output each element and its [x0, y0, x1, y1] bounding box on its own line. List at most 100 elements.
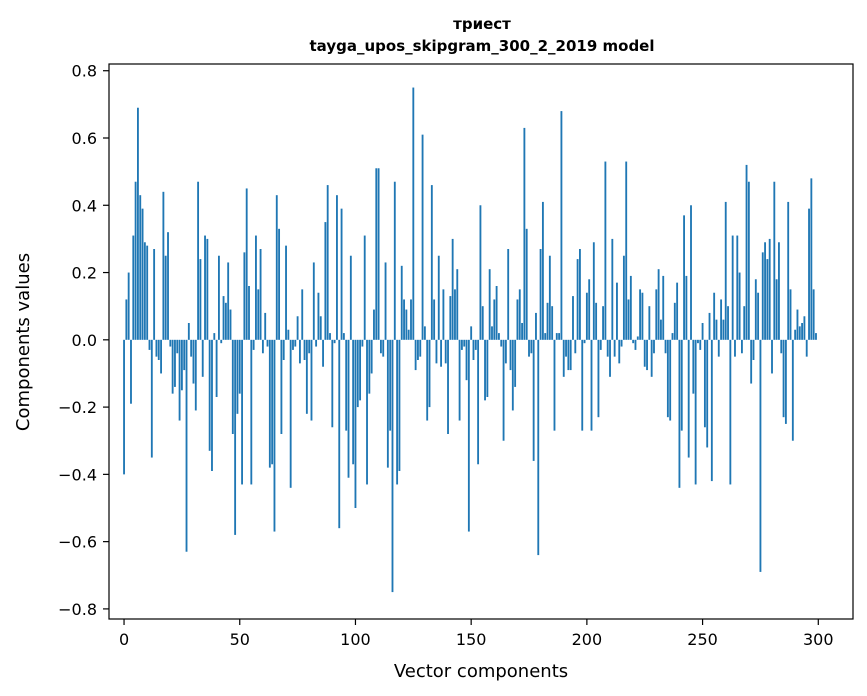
bar-23 — [176, 339, 179, 354]
bar-211 — [611, 238, 614, 340]
bar-181 — [541, 201, 544, 340]
bar-13 — [153, 249, 156, 340]
bar-129 — [421, 134, 424, 340]
bar-127 — [417, 339, 419, 360]
bar-66 — [275, 195, 278, 340]
bar-270 — [747, 181, 750, 340]
bar-258 — [720, 299, 723, 340]
bar-94 — [340, 208, 343, 340]
y-tick-label: 0.8 — [72, 62, 97, 81]
bar-110 — [377, 168, 380, 340]
bar-15 — [157, 339, 160, 360]
bar-143 — [454, 289, 456, 340]
bar-238 — [673, 302, 676, 340]
bar-118 — [396, 339, 399, 485]
bar-274 — [757, 292, 760, 340]
chart-title: триест — [453, 15, 511, 33]
x-tick-label: 300 — [803, 630, 834, 649]
bar-65 — [273, 339, 276, 532]
bar-261 — [727, 306, 729, 340]
bar-11 — [148, 339, 151, 350]
bar-157 — [486, 339, 489, 397]
bar-214 — [618, 339, 621, 364]
bar-163 — [500, 339, 503, 347]
x-tick-label: 250 — [687, 630, 718, 649]
bar-281 — [773, 181, 776, 340]
bar-46 — [229, 309, 232, 340]
bar-227 — [648, 306, 651, 340]
bar-275 — [759, 339, 762, 572]
bar-2 — [127, 272, 130, 340]
bar-10 — [146, 245, 149, 340]
bar-176 — [530, 339, 533, 354]
bar-255 — [713, 292, 716, 340]
bar-88 — [326, 185, 329, 340]
bar-178 — [535, 312, 537, 340]
bar-93 — [338, 339, 341, 529]
bar-233 — [662, 275, 665, 340]
bar-133 — [430, 185, 433, 340]
bar-101 — [356, 339, 359, 408]
bar-169 — [514, 339, 517, 387]
bar-132 — [428, 339, 431, 408]
bar-99 — [352, 339, 355, 465]
bar-49 — [236, 339, 239, 414]
bar-16 — [160, 339, 162, 374]
bar-89 — [329, 333, 331, 340]
bar-90 — [331, 339, 334, 428]
bar-263 — [731, 235, 734, 340]
bar-213 — [616, 282, 618, 340]
bar-106 — [368, 339, 371, 394]
bar-139 — [444, 339, 447, 364]
bar-172 — [521, 323, 523, 340]
bar-240 — [678, 339, 681, 488]
bar-76 — [298, 339, 301, 364]
bar-19 — [167, 232, 169, 340]
bar-207 — [602, 306, 604, 340]
bar-283 — [778, 242, 780, 340]
y-tick-label: −0.8 — [58, 600, 97, 619]
bar-204 — [595, 302, 598, 340]
bar-82 — [312, 262, 315, 340]
bar-114 — [386, 339, 389, 468]
bar-98 — [349, 255, 352, 340]
x-tick-label: 50 — [230, 630, 250, 649]
bar-285 — [782, 339, 785, 418]
bar-113 — [384, 262, 387, 340]
bar-289 — [791, 339, 794, 441]
bar-87 — [324, 222, 327, 340]
bar-149 — [467, 339, 470, 532]
bar-150 — [470, 326, 473, 340]
bar-147 — [463, 339, 466, 347]
bar-272 — [752, 339, 755, 360]
bar-217 — [625, 161, 628, 340]
bar-128 — [419, 339, 422, 357]
bar-195 — [574, 339, 577, 354]
bar-35 — [204, 235, 206, 340]
bar-77 — [301, 289, 304, 340]
bar-224 — [641, 292, 644, 340]
bar-231 — [657, 269, 660, 340]
bar-130 — [423, 326, 426, 340]
bar-33 — [199, 259, 202, 340]
bar-3 — [130, 339, 132, 404]
bar-208 — [604, 161, 607, 340]
bar-67 — [278, 228, 281, 340]
bar-75 — [296, 316, 299, 340]
bar-43 — [222, 296, 225, 340]
bar-70 — [285, 245, 287, 340]
bar-14 — [155, 339, 158, 357]
bar-21 — [171, 339, 174, 394]
bar-30 — [192, 339, 195, 384]
y-tick-label: 0.2 — [72, 264, 97, 283]
bar-105 — [366, 339, 368, 485]
bar-226 — [646, 339, 648, 371]
bar-198 — [581, 339, 584, 431]
bar-74 — [294, 339, 297, 347]
bar-245 — [690, 205, 692, 340]
bar-71 — [287, 329, 290, 340]
bar-92 — [336, 195, 338, 340]
bar-174 — [525, 228, 528, 340]
